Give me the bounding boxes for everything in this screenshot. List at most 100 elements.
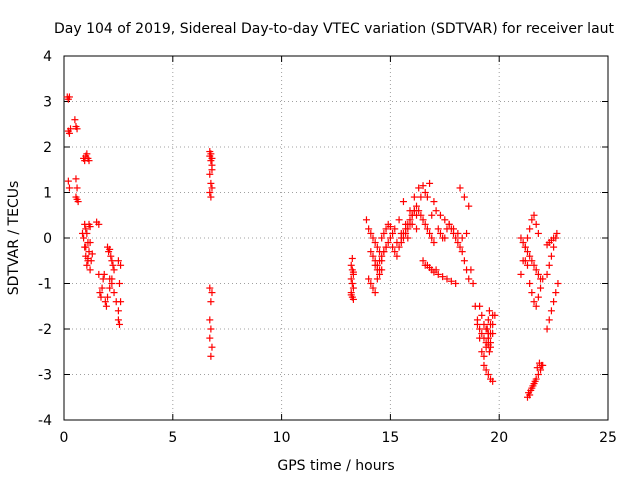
data-point	[207, 325, 215, 333]
data-point	[65, 184, 73, 192]
data-point	[378, 252, 386, 260]
data-point	[450, 225, 458, 233]
data-point	[423, 225, 431, 233]
data-point	[73, 184, 81, 192]
data-point	[528, 289, 536, 297]
data-point	[86, 223, 94, 231]
data-point	[476, 325, 484, 333]
y-axis-label: SDTVAR / TECUs	[6, 181, 22, 296]
data-point	[207, 298, 215, 306]
x-axis-label: GPS time / hours	[277, 458, 394, 474]
data-point	[484, 371, 492, 378]
data-point	[517, 270, 525, 278]
data-point	[74, 198, 82, 206]
data-point	[533, 364, 541, 372]
data-point	[465, 275, 473, 283]
data-point	[553, 229, 561, 237]
data-point	[430, 239, 438, 247]
data-point	[389, 229, 397, 237]
data-point	[521, 243, 529, 251]
data-point	[419, 257, 427, 265]
data-point	[82, 225, 90, 233]
data-point	[526, 280, 534, 287]
data-point	[382, 225, 390, 233]
data-point	[423, 193, 431, 201]
data-point	[369, 252, 377, 260]
data-point	[537, 284, 545, 292]
data-point	[523, 261, 531, 269]
data-point	[480, 361, 488, 369]
data-point	[349, 284, 357, 292]
data-point	[410, 193, 418, 201]
data-point	[83, 261, 91, 269]
data-point	[378, 266, 386, 274]
data-point	[97, 293, 105, 301]
y-tick-label: -1	[38, 277, 52, 293]
data-point	[206, 170, 214, 178]
data-point	[108, 280, 116, 287]
data-point	[82, 243, 90, 251]
x-tick-label: 5	[168, 430, 177, 446]
data-point	[489, 311, 497, 319]
x-tick-labels: 0 5 10 15 20 25	[60, 430, 617, 446]
data-point	[107, 252, 115, 260]
data-point	[483, 325, 491, 333]
data-point	[534, 371, 542, 378]
data-point	[393, 252, 401, 260]
data-point	[421, 189, 429, 196]
data-point	[65, 129, 73, 137]
data-point	[484, 316, 492, 324]
data-point	[347, 291, 355, 299]
data-point	[454, 239, 462, 247]
data-point	[104, 293, 112, 301]
data-point	[534, 293, 542, 301]
data-point	[523, 234, 531, 242]
data-point	[206, 334, 214, 342]
data-point	[391, 225, 399, 233]
data-point	[432, 207, 440, 215]
data-point	[386, 234, 394, 242]
data-point	[71, 116, 79, 124]
data-point	[545, 261, 553, 269]
data-point	[543, 325, 551, 333]
data-point	[206, 189, 214, 196]
data-point	[547, 307, 555, 315]
data-point	[456, 184, 464, 192]
data-point	[208, 154, 216, 162]
data-point	[521, 257, 529, 265]
data-point	[393, 239, 401, 247]
data-point	[367, 280, 375, 287]
data-point	[534, 229, 542, 237]
data-point	[67, 125, 75, 133]
data-point	[371, 289, 379, 297]
data-point	[96, 289, 104, 297]
data-point	[84, 239, 92, 247]
data-point	[485, 348, 493, 356]
data-point	[554, 280, 562, 287]
data-point	[101, 298, 109, 306]
data-point	[550, 298, 558, 306]
y-tick-labels: -4 -3 -2 -1 0 1 2 3 4	[38, 49, 52, 429]
data-point	[399, 198, 407, 206]
y-tick-label: 3	[43, 95, 52, 111]
data-point	[532, 266, 540, 274]
data-point	[376, 270, 384, 278]
data-point	[208, 166, 216, 174]
data-point	[419, 182, 427, 190]
data-point	[547, 252, 555, 260]
data-point	[395, 243, 403, 251]
data-point	[72, 175, 80, 183]
data-point	[436, 229, 444, 237]
x-tick-label: 20	[490, 430, 508, 446]
data-point	[452, 280, 460, 287]
data-point	[367, 248, 375, 256]
data-point	[428, 234, 436, 242]
data-point	[456, 243, 464, 251]
data-point	[378, 234, 386, 242]
data-point	[349, 295, 357, 303]
data-point	[404, 234, 412, 242]
data-point	[530, 261, 538, 269]
data-point	[517, 234, 525, 242]
data-point	[86, 266, 94, 274]
